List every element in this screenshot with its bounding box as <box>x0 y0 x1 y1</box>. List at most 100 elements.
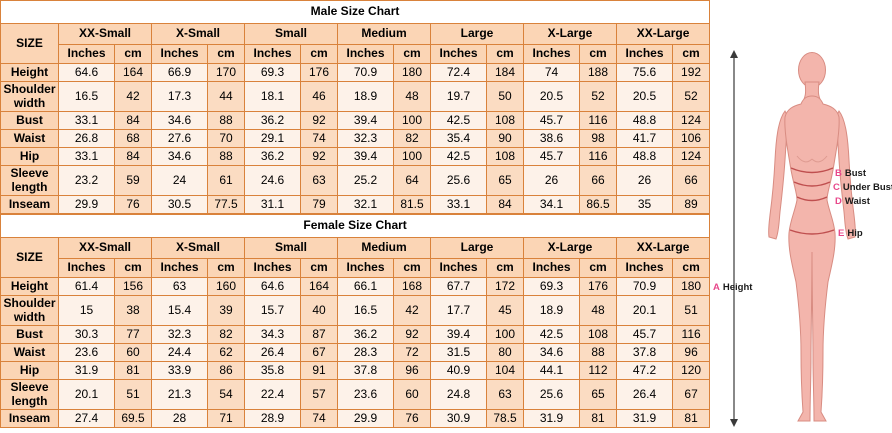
inches-value: 61.4 <box>58 277 115 296</box>
cm-value: 124 <box>671 111 711 130</box>
size-col-header: XX-Small <box>58 23 152 45</box>
cm-value: 180 <box>393 63 431 82</box>
inches-value: 17.3 <box>151 81 208 112</box>
cm-value: 180 <box>671 277 711 296</box>
cm-value: 164 <box>300 277 338 296</box>
unit-cm-header: cm <box>579 258 617 278</box>
cm-value: 50 <box>486 81 524 112</box>
unit-inches-header: Inches <box>523 258 580 278</box>
inches-value: 70.9 <box>616 277 673 296</box>
inches-value: 33.9 <box>151 361 208 380</box>
bust-label-letter: B <box>835 168 842 179</box>
inches-value: 16.5 <box>58 81 115 112</box>
inches-value: 39.4 <box>430 325 487 344</box>
cm-value: 74 <box>300 129 338 148</box>
cm-value: 63 <box>300 165 338 196</box>
cm-value: 61 <box>207 165 245 196</box>
cm-value: 164 <box>114 63 152 82</box>
inches-value: 42.5 <box>430 147 487 166</box>
inches-value: 25.6 <box>523 379 580 410</box>
row-label: Sleeve length <box>0 379 59 410</box>
size-header: SIZE <box>0 23 59 64</box>
unit-cm-header: cm <box>671 258 711 278</box>
cm-value: 100 <box>393 111 431 130</box>
cm-value: 66 <box>671 165 711 196</box>
cm-value: 60 <box>393 379 431 410</box>
cm-value: 92 <box>300 147 338 166</box>
inches-value: 24.6 <box>244 165 301 196</box>
hip-label-text: Hip <box>847 228 863 239</box>
cm-value: 80 <box>486 343 524 362</box>
unit-inches-header: Inches <box>616 44 673 64</box>
inches-value: 38.6 <box>523 129 580 148</box>
cm-value: 67 <box>671 379 711 410</box>
cm-value: 60 <box>114 343 152 362</box>
inches-value: 36.2 <box>337 325 394 344</box>
chart-title: Female Size Chart <box>0 214 711 238</box>
inches-value: 26.4 <box>244 343 301 362</box>
inches-value: 72.4 <box>430 63 487 82</box>
inches-value: 28.3 <box>337 343 394 362</box>
unit-cm-header: cm <box>393 258 431 278</box>
inches-value: 41.7 <box>616 129 673 148</box>
cm-value: 38 <box>114 295 152 326</box>
inches-value: 37.8 <box>337 361 394 380</box>
cm-value: 51 <box>671 295 711 326</box>
cm-value: 168 <box>393 277 431 296</box>
measurement-row: Sleeve length 23.2 59 24 61 24.6 63 25.2 64 25.6 6… <box>0 165 711 196</box>
inches-value: 34.3 <box>244 325 301 344</box>
unit-header-row: Inches cm Inches cm Inches cm Inches cm Inches cm… <box>1 258 711 278</box>
under-bust-label: C Under Bust <box>833 182 892 193</box>
cm-value: 67 <box>300 343 338 362</box>
inches-value: 66.1 <box>337 277 394 296</box>
inches-value: 33.1 <box>58 147 115 166</box>
inches-value: 40.9 <box>430 361 487 380</box>
cm-value: 44 <box>207 81 245 112</box>
cm-value: 69.5 <box>114 409 152 428</box>
inches-value: 36.2 <box>244 147 301 166</box>
cm-value: 100 <box>486 325 524 344</box>
cm-value: 42 <box>393 295 431 326</box>
cm-value: 91 <box>300 361 338 380</box>
waist-band <box>796 196 828 202</box>
cm-value: 48 <box>393 81 431 112</box>
cm-value: 184 <box>486 63 524 82</box>
cm-value: 89 <box>671 195 711 214</box>
cm-value: 65 <box>579 379 617 410</box>
cm-value: 82 <box>393 129 431 148</box>
inches-value: 15.7 <box>244 295 301 326</box>
inches-value: 26.8 <box>58 129 115 148</box>
unit-cm-header: cm <box>486 258 524 278</box>
cm-value: 46 <box>300 81 338 112</box>
figure-torso-legs <box>784 95 840 422</box>
cm-value: 81 <box>114 361 152 380</box>
inches-value: 19.7 <box>430 81 487 112</box>
inches-value: 44.1 <box>523 361 580 380</box>
cm-value: 108 <box>579 325 617 344</box>
cm-value: 172 <box>486 277 524 296</box>
unit-cm-header: cm <box>579 44 617 64</box>
inches-value: 64.6 <box>58 63 115 82</box>
inches-value: 28 <box>151 409 208 428</box>
measurement-row: Shoulder width 16.5 42 17.3 44 18.1 46 18.9 48 19… <box>0 81 711 112</box>
height-label-letter: A <box>713 282 720 293</box>
measurement-row: Waist 26.8 68 27.6 70 29.1 74 32.3 82 35.4 90 38.6 9… <box>0 129 711 148</box>
cm-value: 74 <box>300 409 338 428</box>
inches-value: 23.6 <box>337 379 394 410</box>
inches-value: 29.9 <box>337 409 394 428</box>
cm-value: 76 <box>393 409 431 428</box>
height-label: A Height <box>713 282 753 293</box>
unit-cm-header: cm <box>114 44 152 64</box>
waist-label: D Waist <box>835 196 871 207</box>
inches-value: 32.3 <box>151 325 208 344</box>
cm-value: 81.5 <box>393 195 431 214</box>
unit-cm-header: cm <box>486 44 524 64</box>
inches-value: 16.5 <box>337 295 394 326</box>
height-label-text: Height <box>723 282 753 293</box>
cm-value: 176 <box>579 277 617 296</box>
inches-value: 20.1 <box>616 295 673 326</box>
cm-value: 79 <box>300 195 338 214</box>
human-silhouette <box>768 52 856 422</box>
cm-value: 63 <box>486 379 524 410</box>
